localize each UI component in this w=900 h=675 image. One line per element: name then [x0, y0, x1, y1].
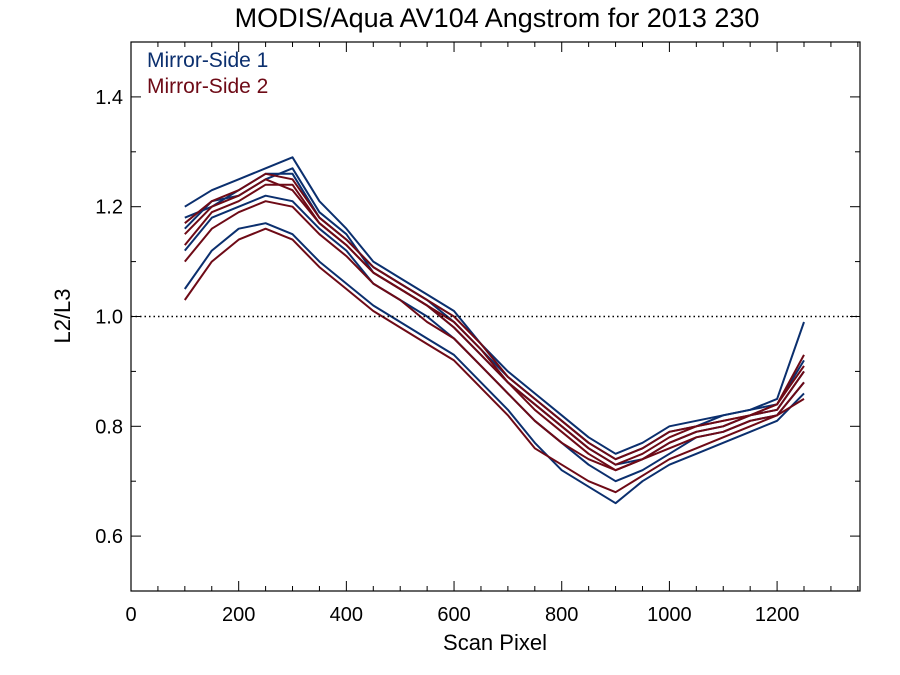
chart-title: MODIS/Aqua AV104 Angstrom for 2013 230: [235, 3, 760, 33]
series-line-8: [184, 172, 805, 461]
series-line-2: [183, 222, 805, 505]
x-axis-title: Scan Pixel: [443, 630, 547, 655]
y-axis: 0.6 0.8 1.0 1.2 1.4: [95, 41, 860, 592]
x-tick-label: 800: [545, 604, 578, 626]
x-axis: 0 200 400 600 800 1000 1200: [125, 42, 859, 626]
y-tick-label: 1.0: [95, 307, 123, 329]
x-tick-label: 1200: [755, 604, 800, 626]
legend-item-mirror-side-2: Mirror-Side 2: [147, 75, 268, 98]
legend: Mirror-Side 1 Mirror-Side 2: [147, 49, 268, 98]
series-line-5: [184, 172, 805, 461]
series-line-9: [184, 200, 805, 472]
y-axis-title: L2/L3: [50, 288, 75, 343]
y-tick-label: 1.2: [95, 197, 123, 219]
plot-area: [131, 156, 860, 505]
series-line-7: [184, 183, 805, 472]
y-tick-label: 0.8: [95, 416, 123, 438]
x-tick-label: 200: [222, 604, 255, 626]
legend-item-mirror-side-1: Mirror-Side 1: [147, 49, 268, 72]
series-line-4: [184, 194, 805, 483]
x-tick-label: 400: [330, 604, 363, 626]
x-tick-label: 600: [437, 604, 470, 626]
series-line-10: [184, 178, 805, 466]
series-line-6: [183, 227, 805, 494]
y-tick-label: 1.4: [95, 87, 123, 109]
series-line-3: [184, 156, 805, 455]
series-lines: [183, 156, 805, 505]
x-tick-label: 1000: [647, 604, 692, 626]
x-tick-label: 0: [125, 604, 136, 626]
y-tick-label: 0.6: [95, 526, 123, 548]
